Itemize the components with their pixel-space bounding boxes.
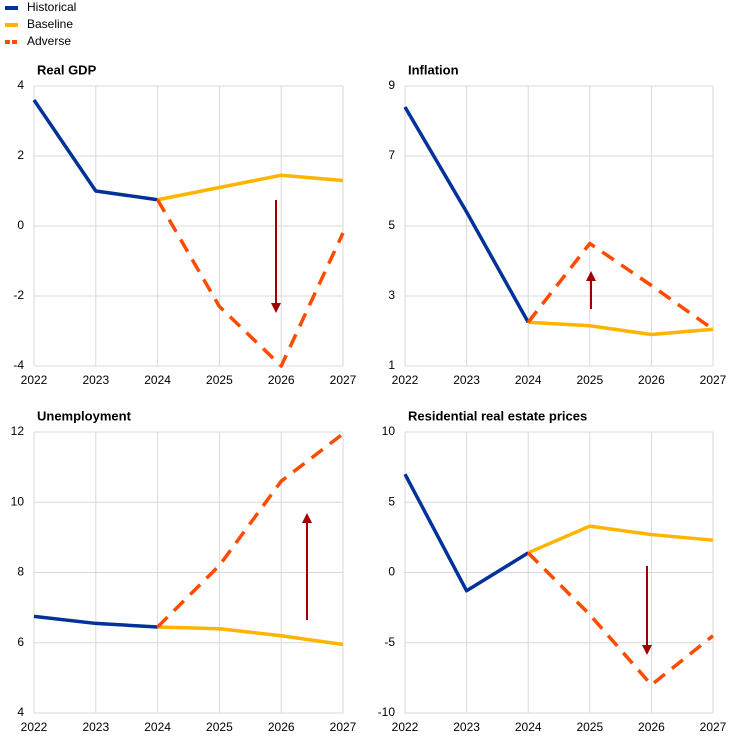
x-tick-label: 2022	[392, 720, 419, 734]
y-tick-label: 1	[388, 358, 395, 372]
y-tick-label: 0	[388, 565, 395, 579]
x-tick-label: 2023	[82, 720, 109, 734]
y-tick-label: 4	[17, 705, 24, 719]
x-tick-label: 2026	[638, 720, 665, 734]
y-tick-label: 3	[388, 288, 395, 302]
series-line	[528, 320, 714, 337]
x-tick-label: 2024	[515, 373, 542, 387]
x-tick-label: 2024	[144, 720, 171, 734]
arrows	[271, 200, 652, 655]
x-tick-label: 2026	[638, 373, 665, 387]
legend-label: Adverse	[27, 34, 71, 48]
series-line	[157, 625, 344, 647]
x-tick-label: 2026	[268, 720, 295, 734]
chart-title: Unemployment	[37, 408, 132, 423]
x-tick-label: 2025	[576, 373, 603, 387]
x-tick-label: 2027	[700, 373, 727, 387]
x-tick-label: 2024	[144, 373, 171, 387]
chart-title: Residential real estate prices	[408, 408, 587, 423]
x-tick-label: 2022	[21, 373, 48, 387]
y-tick-label: -4	[13, 358, 24, 372]
y-tick-label: 12	[11, 424, 25, 438]
x-tick-label: 2023	[453, 720, 480, 734]
x-tick-label: 2027	[330, 373, 357, 387]
y-tick-label: 5	[388, 494, 395, 508]
y-tick-label: -10	[378, 705, 396, 719]
y-tick-label: 4	[17, 78, 24, 92]
y-tick-label: 7	[388, 148, 395, 162]
y-tick-label: 2	[17, 148, 24, 162]
chart-title: Inflation	[408, 62, 459, 77]
series-line	[33, 614, 158, 629]
y-tick-label: 10	[11, 494, 25, 508]
series-line	[526, 241, 715, 331]
y-tick-label: 6	[17, 635, 24, 649]
x-tick-label: 2027	[700, 720, 727, 734]
series-line	[157, 173, 344, 202]
panel: -10 -5 0 5 10 2022 2023 2024 2025 2026 2027 Residen…	[378, 408, 727, 734]
legend-label: Baseline	[27, 17, 73, 31]
series-line	[403, 473, 530, 593]
x-tick-label: 2025	[206, 720, 233, 734]
x-tick-label: 2027	[330, 720, 357, 734]
series-line	[526, 551, 715, 687]
series-line	[527, 524, 714, 555]
x-tick-label: 2025	[576, 720, 603, 734]
y-tick-label: 0	[17, 218, 24, 232]
x-tick-label: 2022	[21, 720, 48, 734]
x-tick-label: 2022	[392, 373, 419, 387]
y-tick-label: 8	[17, 565, 24, 579]
panel: 4 6 8 10 12 2022 2023 2024 2025 2026 2027 Unemploym…	[11, 408, 357, 734]
x-tick-label: 2023	[82, 373, 109, 387]
y-tick-label: 10	[382, 424, 396, 438]
legend: Historical Baseline Adverse	[5, 0, 76, 48]
series-line	[32, 99, 158, 202]
x-tick-label: 2024	[515, 720, 542, 734]
y-tick-label: -5	[384, 635, 395, 649]
series-line	[156, 198, 345, 368]
panel: -4 -2 0 2 4 2022 2023 2024 2025 2026 2027 Real GDP	[13, 62, 356, 387]
panel: 1 3 5 7 9 2022 2023 2024 2025 2026 2027 Inflation	[388, 62, 726, 387]
legend-label: Historical	[27, 0, 76, 14]
x-tick-label: 2025	[206, 373, 233, 387]
series-line	[156, 432, 345, 629]
y-tick-label: -2	[13, 288, 24, 302]
chart-title: Real GDP	[37, 62, 97, 77]
y-tick-label: 5	[388, 218, 395, 232]
series-line	[403, 106, 530, 324]
x-tick-label: 2026	[268, 373, 295, 387]
x-tick-label: 2023	[453, 373, 480, 387]
y-tick-label: 9	[388, 78, 395, 92]
